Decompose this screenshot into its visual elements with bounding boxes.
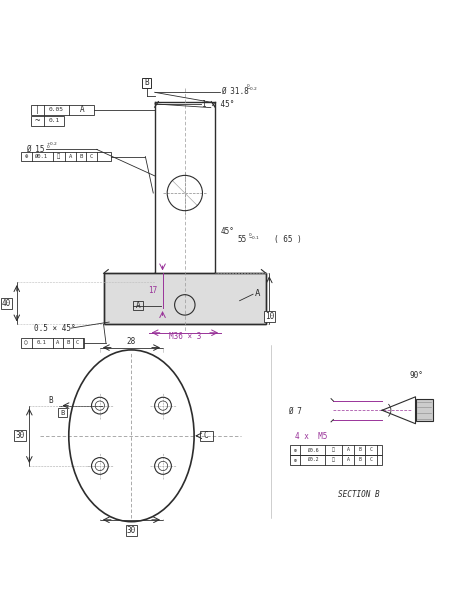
Text: B: B [66, 340, 70, 345]
Text: ○: ○ [24, 340, 28, 345]
Text: A: A [255, 289, 260, 298]
Text: B: B [144, 78, 149, 87]
Bar [416, 399, 433, 421]
Text: 45°: 45° [221, 227, 235, 236]
Text: M36 × 3: M36 × 3 [169, 333, 201, 341]
Text: Ⓜ: Ⓜ [57, 154, 60, 160]
Text: Ø 7: Ø 7 [288, 407, 302, 416]
Text: A: A [69, 154, 72, 159]
Text: 17: 17 [148, 287, 157, 295]
Text: ⊕: ⊕ [294, 447, 297, 452]
Text: 40: 40 [2, 299, 11, 308]
Text: ⊕: ⊕ [294, 457, 297, 462]
Text: 4 x  M5: 4 x M5 [295, 432, 328, 441]
Bar [21, 152, 111, 161]
Text: ( 65 ): ( 65 ) [274, 235, 301, 244]
Text: 90°: 90° [410, 371, 424, 380]
Text: A: A [136, 301, 140, 310]
Bar [290, 455, 382, 464]
Text: Ø0.6: Ø0.6 [307, 447, 318, 452]
Text: 0.1: 0.1 [37, 340, 47, 345]
Text: B: B [358, 457, 361, 462]
Text: C: C [90, 154, 93, 159]
Text: A: A [56, 340, 59, 345]
Text: ~: ~ [35, 116, 40, 125]
Text: Ⓜ: Ⓜ [332, 447, 335, 452]
Bar [104, 273, 266, 324]
Bar [31, 105, 94, 115]
Text: 10: 10 [264, 312, 274, 321]
Text: $^{0}_{-0.1}$: $^{0}_{-0.1}$ [248, 231, 260, 242]
Text: Ø0.2: Ø0.2 [307, 457, 318, 462]
Text: C: C [76, 340, 79, 345]
Text: C: C [370, 457, 373, 462]
Text: 0.5 × 45°: 0.5 × 45° [34, 324, 75, 333]
Text: Ø0.1: Ø0.1 [36, 154, 48, 159]
Text: C: C [370, 447, 373, 452]
Text: 30: 30 [16, 432, 25, 440]
Text: 0.1: 0.1 [48, 118, 60, 123]
Bar [133, 300, 143, 310]
Text: 1 × 45°: 1 × 45° [202, 100, 235, 109]
Bar [290, 445, 382, 455]
Text: C: C [204, 432, 209, 440]
Text: A: A [347, 447, 350, 452]
Bar [21, 338, 83, 348]
Bar [200, 431, 213, 441]
Text: 30: 30 [127, 526, 136, 535]
Text: ⊕: ⊕ [25, 154, 27, 159]
Bar [31, 115, 64, 126]
Text: SECTION B: SECTION B [338, 490, 380, 499]
Text: Ø 31.8: Ø 31.8 [221, 86, 249, 95]
Text: A: A [80, 106, 84, 115]
Text: B: B [49, 396, 54, 405]
Bar [104, 273, 266, 324]
Text: $^{0}_{-0.2}$: $^{0}_{-0.2}$ [246, 83, 258, 93]
Text: $^{+0.2}_{0}$: $^{+0.2}_{0}$ [46, 140, 57, 151]
Text: A: A [347, 457, 350, 462]
Bar [142, 78, 151, 87]
Bar [58, 409, 67, 417]
Text: B: B [79, 154, 82, 159]
Text: 55: 55 [237, 235, 246, 244]
Text: |: | [35, 106, 39, 115]
Text: Ø 15: Ø 15 [26, 145, 45, 154]
Text: 0.05: 0.05 [49, 107, 64, 112]
Text: B: B [61, 410, 65, 416]
Text: B: B [358, 447, 361, 452]
Text: 28: 28 [127, 337, 136, 346]
Text: Ⓜ: Ⓜ [332, 457, 335, 462]
